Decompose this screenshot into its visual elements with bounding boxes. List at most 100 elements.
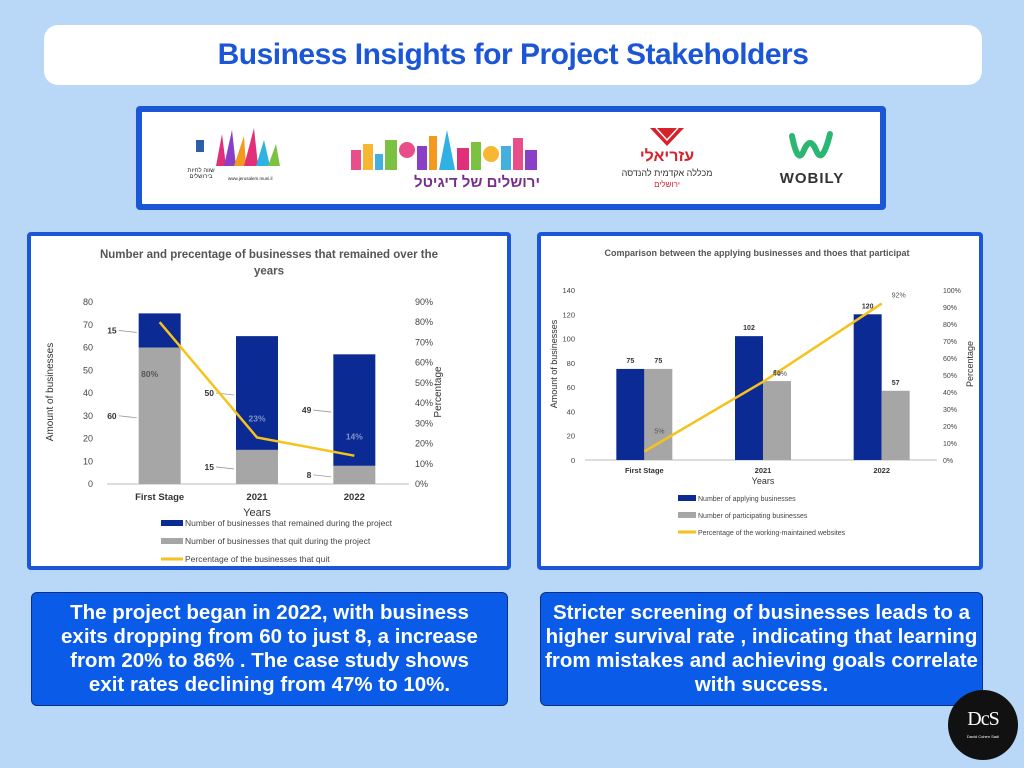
y-tick-label: 40	[567, 407, 575, 416]
y-tick-label: 70	[83, 320, 93, 330]
line-percentage-quit	[158, 321, 355, 457]
insight-box-left: The project began in 2022, with business…	[31, 592, 508, 706]
logo-shape-3	[234, 136, 246, 166]
jerusalem-logo-text: שווה לחיות בירושלים	[187, 168, 215, 180]
y2-tick-label: 40%	[943, 390, 957, 397]
dcs-badge: DcS David Cohen Sadi	[948, 690, 1018, 760]
data-label-remained: 49	[302, 405, 312, 415]
data-label-percentage: 80%	[141, 369, 158, 379]
dcs-mark: DcS	[967, 708, 999, 730]
bar-applying	[735, 336, 763, 460]
y2-tick-label: 10%	[415, 459, 433, 469]
leader-line	[118, 330, 137, 333]
bar-quit	[236, 449, 278, 484]
y2-tick-label: 80%	[943, 322, 957, 329]
x-tick-label: 2021	[246, 492, 268, 503]
y2-tick-label: 60%	[415, 358, 433, 368]
chart-title-line-0: Comparison between the applying business…	[604, 248, 909, 258]
y-tick-label: 0	[88, 479, 93, 489]
legend-label: Number of participating businesses	[698, 513, 808, 520]
x-tick-label: 2022	[873, 466, 890, 475]
lion-emblem-icon	[196, 140, 204, 152]
bar-applying	[616, 368, 645, 460]
y-tick-label: 30	[83, 411, 93, 421]
data-label-quit: 60	[107, 411, 117, 421]
data-label-percentage: 92%	[892, 293, 906, 300]
bar-participating	[881, 390, 910, 460]
bar-participating	[644, 368, 673, 460]
leader-line	[313, 474, 332, 478]
bar-participating	[763, 381, 791, 460]
y-tick-label: 100	[562, 335, 575, 344]
legend-label: Percentage of the working-maintained web…	[698, 530, 846, 537]
title-bar: Business Insights for Project Stakeholde…	[44, 25, 982, 85]
y-tick-label: 10	[83, 456, 93, 466]
y2-tick-label: 50%	[943, 373, 957, 380]
bar-remained	[333, 354, 376, 466]
y2-tick-label: 30%	[415, 418, 433, 428]
data-label-participating: 57	[892, 380, 900, 387]
bar-applying	[853, 314, 882, 460]
y-tick-label: 50	[83, 365, 93, 375]
y2-tick-label: 50%	[415, 378, 433, 388]
logo-shape-1	[216, 134, 226, 166]
logo-shape-5	[256, 140, 270, 166]
legend-swatch	[161, 538, 183, 544]
data-label-percentage: 14%	[346, 432, 363, 442]
page-title: Business Insights for Project Stakeholde…	[217, 38, 809, 71]
data-label-remained: 15	[107, 325, 117, 335]
y-tick-label: 60	[83, 343, 93, 353]
insight-box-right: Stricter screening of businesses leads t…	[540, 592, 983, 706]
logo-panel: שווה לחיות בירושלים www.jerusalem.muni.i…	[136, 106, 886, 210]
x-tick-label: First Stage	[135, 492, 184, 503]
y2-tick-label: 60%	[943, 356, 957, 363]
y-axis-title: Amount of businesses	[549, 319, 559, 408]
jerusalem-logo-url: www.jerusalem.muni.il	[228, 176, 273, 181]
azrieli-emblem-icon	[650, 127, 684, 146]
y-tick-label: 80	[567, 359, 575, 368]
y2-tick-label: 0%	[415, 479, 428, 489]
chart-card-right: Comparison between the applying business…	[537, 232, 983, 570]
wobily-wordmark: WOBILY	[779, 170, 845, 187]
wobily-logo: WOBILY	[762, 130, 862, 196]
y-tick-label: 20	[83, 434, 93, 444]
y2-tick-label: 20%	[943, 424, 957, 431]
data-label-percentage: 46%	[773, 371, 787, 378]
legend-label: Percentage of the businesses that quit	[185, 554, 330, 564]
dcs-subtext: David Cohen Sadi	[966, 734, 1000, 739]
legend-swatch	[678, 495, 696, 501]
y2-tick-label: 0%	[943, 458, 953, 465]
x-axis-title: Years	[752, 476, 775, 486]
bar-quit	[333, 465, 376, 484]
y2-tick-label: 70%	[415, 337, 433, 347]
logo-strip: שווה לחיות בירושלים www.jerusalem.muni.i…	[142, 112, 880, 204]
y2-tick-label: 20%	[415, 439, 433, 449]
azrieli-subtitle: מכללה אקדמית להנדסה	[621, 168, 713, 178]
leader-line	[215, 466, 235, 470]
y2-tick-label: 80%	[415, 317, 433, 327]
y2-tick-label: 40%	[415, 398, 433, 408]
y-tick-label: 20	[567, 432, 575, 441]
azrieli-name: עזריאלי	[639, 148, 695, 165]
y-tick-label: 60	[567, 383, 575, 392]
chart-card-left: Number and precentage of businesses that…	[27, 232, 511, 570]
x-tick-label: 2022	[344, 492, 365, 503]
y-tick-label: 140	[562, 286, 575, 295]
legend-swatch	[678, 512, 696, 518]
data-label-quit: 8	[307, 470, 312, 480]
chart-left-canvas: Number and precentage of businesses that…	[31, 236, 507, 566]
chart-right-canvas: Comparison between the applying business…	[541, 236, 979, 566]
leader-line	[313, 409, 332, 413]
y2-tick-label: 70%	[943, 339, 957, 346]
y2-tick-label: 30%	[943, 407, 957, 414]
y-axis-title: Amount of businesses	[45, 343, 56, 441]
data-label-applying: 75	[626, 358, 634, 365]
digital-jerusalem-skyline-icon	[351, 130, 537, 170]
y2-tick-label: 90%	[943, 305, 957, 312]
y2-tick-label: 100%	[943, 288, 961, 295]
legend-label: Number of businesses that quit during th…	[185, 536, 371, 546]
digital-jerusalem-text: ירושלים של דיגיטל	[414, 174, 540, 191]
y2-tick-label: 10%	[943, 441, 957, 448]
data-label-percentage: 5%	[654, 429, 664, 436]
y-tick-label: 40	[83, 388, 93, 398]
